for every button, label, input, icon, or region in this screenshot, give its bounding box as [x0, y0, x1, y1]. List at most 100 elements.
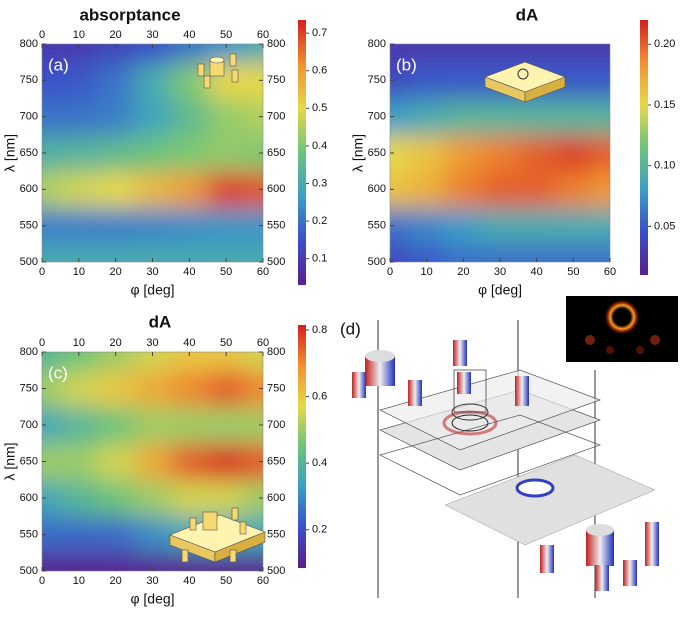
- heatmap-cell: [207, 406, 246, 444]
- x-tick-label-top: 20: [110, 337, 122, 349]
- x-tick-label-top: 0: [39, 337, 45, 349]
- colorbar-tick-label: 0.6: [312, 65, 327, 77]
- y-tick-label-right: 600: [267, 183, 285, 195]
- heatmap-cell: [555, 44, 593, 63]
- heatmap-cell: [390, 243, 409, 262]
- y-tick-label: 700: [20, 111, 38, 123]
- heatmap-cell: [134, 134, 172, 172]
- x-tick-label: 20: [110, 575, 122, 587]
- heatmap-cell: [591, 134, 610, 172]
- x-tick-label: 20: [110, 266, 122, 278]
- structure-inset: [197, 53, 239, 89]
- heatmap-cell: [134, 171, 172, 208]
- y-tick-label: 600: [20, 492, 38, 504]
- heatmap-cell: [591, 98, 610, 136]
- heatmap-cell: [244, 443, 263, 481]
- colorbar-tick-label: 0.10: [654, 160, 675, 172]
- heatmap-cell: [481, 171, 519, 208]
- heatmap-cell: [170, 44, 209, 63]
- heatmap-cell: [518, 207, 556, 245]
- heatmap-cell: [207, 370, 246, 408]
- heatmap-cell: [134, 352, 172, 371]
- x-tick-label: 0: [39, 266, 45, 278]
- y-tick-label: 700: [20, 419, 38, 431]
- x-tick-label: 50: [220, 575, 232, 587]
- heatmap-cell: [244, 479, 263, 517]
- heatmap-cell: [170, 443, 209, 481]
- heatmap-cell: [60, 516, 98, 554]
- x-tick-label: 60: [257, 266, 269, 278]
- heatmap-cell: [42, 406, 61, 444]
- heatmap-cell: [97, 370, 135, 408]
- heatmap-cell: [408, 98, 446, 136]
- heatmap-cell: [134, 207, 172, 245]
- y-axis-label: λ [nm]: [2, 442, 18, 480]
- heatmap-cell: [170, 207, 209, 245]
- heatmap-cell: [170, 370, 209, 408]
- heatmap-cell: [207, 207, 246, 245]
- heatmap-cell: [42, 207, 61, 245]
- heatmap-cell: [207, 352, 246, 371]
- heatmap-cell: [134, 479, 172, 517]
- x-tick-label: 60: [604, 266, 616, 278]
- heatmap-cell: [42, 443, 61, 481]
- heatmap-cell: [591, 243, 610, 262]
- heatmap-cell: [408, 171, 446, 208]
- x-tick-label: 50: [567, 266, 579, 278]
- heatmap-cell: [42, 479, 61, 517]
- x-tick-label: 10: [421, 266, 433, 278]
- y-tick-label: 650: [20, 147, 38, 159]
- y-tick-label-right: 500: [267, 565, 285, 577]
- heatmap-cell: [170, 352, 209, 371]
- heatmap-cell: [97, 443, 135, 481]
- heatmap-cell: [555, 171, 593, 208]
- panel-d: (d): [340, 296, 678, 598]
- y-tick-label: 600: [368, 183, 386, 195]
- heatmap-cell: [42, 370, 61, 408]
- colorbar-tick-label: 0.3: [312, 177, 327, 189]
- x-tick-label: 50: [220, 266, 232, 278]
- colorbar: [298, 20, 306, 285]
- heatmap-cell: [390, 98, 409, 136]
- y-tick-label: 500: [20, 256, 38, 268]
- heatmap-cell: [244, 406, 263, 444]
- x-tick-label: 0: [387, 266, 393, 278]
- heatmap-panel: 0 10 20 30 40 50 60 500 550 600 650 700 750 800 dA (b) φ…: [350, 5, 676, 297]
- heatmap-cell: [60, 207, 98, 245]
- heatmap-cell: [408, 134, 446, 172]
- heatmap-cell: [207, 134, 246, 172]
- heatmap-cell: [134, 552, 172, 571]
- heatmap-cell: [445, 171, 483, 208]
- heatmap-cell: [555, 207, 593, 245]
- heatmap-cell: [390, 207, 409, 245]
- y-tick-label-right: 650: [267, 455, 285, 467]
- heatmap-cell: [390, 134, 409, 172]
- y-tick-label-right: 650: [267, 147, 285, 159]
- y-tick-label-right: 600: [267, 492, 285, 504]
- y-tick-label: 550: [20, 528, 38, 540]
- colorbar-tick-label: 0.5: [312, 102, 327, 114]
- heatmap-cell: [134, 406, 172, 444]
- x-tick-label: 30: [146, 266, 158, 278]
- heatmap-cell: [42, 62, 61, 99]
- x-tick-label-top: 60: [257, 29, 269, 41]
- heatmap-cell: [42, 171, 61, 208]
- heatmap-cell: [244, 134, 263, 172]
- x-tick-label-top: 60: [257, 337, 269, 349]
- heatmap-cell: [207, 98, 246, 136]
- colorbar-tick-label: 0.6: [312, 390, 327, 402]
- x-tick-label: 10: [73, 266, 85, 278]
- heatmap-cell: [445, 134, 483, 172]
- heatmap-cell: [244, 370, 263, 408]
- heatmap-cell: [408, 243, 446, 262]
- heatmap-cell: [97, 516, 135, 554]
- heatmap-cell: [207, 171, 246, 208]
- heatmap-cell: [60, 479, 98, 517]
- x-tick-label-top: 40: [183, 29, 195, 41]
- x-tick-label-top: 50: [220, 29, 232, 41]
- heatmap-cell: [244, 98, 263, 136]
- heatmap-cell: [134, 98, 172, 136]
- y-tick-label-right: 700: [267, 111, 285, 123]
- heatmap-cell: [97, 406, 135, 444]
